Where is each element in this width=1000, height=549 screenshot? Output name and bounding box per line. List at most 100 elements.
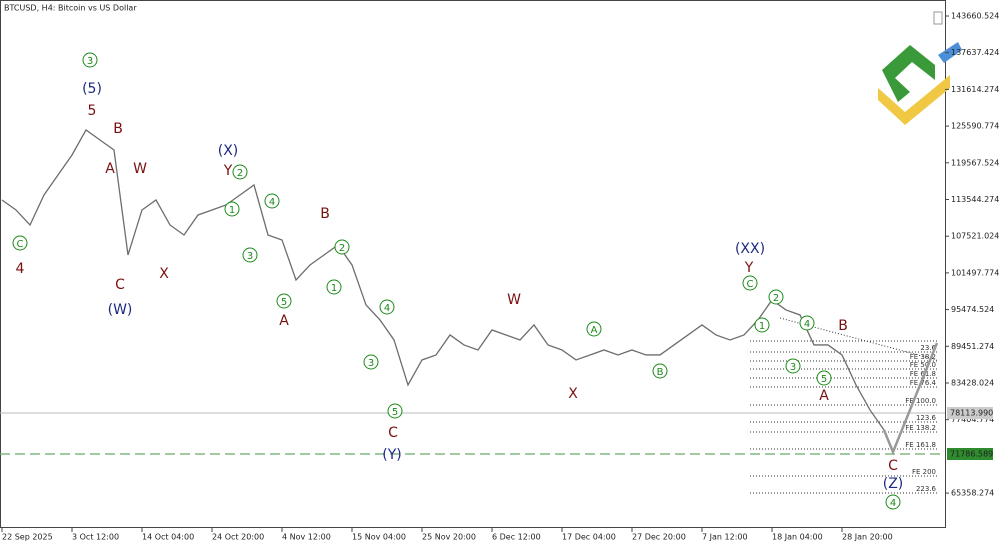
- x-tick-label: 15 Nov 04:00: [352, 533, 406, 542]
- fib-label: FE 61.8: [910, 370, 936, 378]
- wave-circle: [224, 201, 240, 217]
- fib-label: FE 76.4: [910, 379, 937, 387]
- fib-label: FE 50.0: [910, 361, 936, 369]
- wave-circle: [242, 247, 258, 263]
- wave-label: A: [819, 388, 829, 404]
- wave-label: X: [568, 386, 578, 402]
- wave-label: 5: [392, 407, 398, 418]
- y-tick-label: 119567.524: [951, 158, 999, 167]
- wave-label: (X): [218, 143, 239, 159]
- wave-circle: [276, 293, 292, 309]
- fib-label: 223.6: [916, 485, 937, 493]
- wave-label: 2: [339, 243, 345, 254]
- y-tick-label: 83428.024: [951, 378, 994, 387]
- wave-label: 3: [87, 56, 93, 67]
- wave-circle: [586, 321, 602, 337]
- x-tick-label: 27 Dec 20:00: [632, 533, 686, 542]
- wave-label: 4: [16, 261, 25, 277]
- x-tick-label: 6 Dec 12:00: [492, 533, 541, 542]
- wave-label: C: [388, 425, 398, 441]
- x-tick-label: 24 Oct 20:00: [212, 533, 264, 542]
- wave-circle: [754, 317, 770, 333]
- x-tick-label: 18 Jan 04:00: [772, 533, 823, 542]
- wave-label: Y: [744, 260, 754, 276]
- wave-label: (Z): [883, 476, 904, 492]
- wave-label: 5: [281, 297, 287, 308]
- y-tick-label: 95474.524: [951, 305, 994, 314]
- x-tick-label: 25 Nov 20:00: [422, 533, 476, 542]
- price-label-box: [947, 448, 993, 460]
- wave-label: 5: [88, 103, 97, 119]
- fib-label: FE 138.2: [905, 424, 936, 432]
- wave-label: 5: [821, 374, 827, 385]
- y-tick-label: 143660.524: [951, 11, 999, 20]
- wave-circle: [264, 193, 280, 209]
- wave-label: (Y): [382, 447, 401, 463]
- fib-label: 23.6: [920, 344, 936, 352]
- x-tick-label: 17 Dec 04:00: [562, 533, 616, 542]
- wave-label: W: [133, 161, 147, 177]
- wave-label: B: [113, 121, 123, 137]
- wave-circle: [82, 52, 98, 68]
- x-tick-label: 14 Oct 04:00: [142, 533, 194, 542]
- wave-label: C: [115, 277, 125, 293]
- x-tick-label: 3 Oct 12:00: [72, 533, 119, 542]
- wave-label: (5): [82, 81, 102, 97]
- y-tick-label: 89451.274: [951, 342, 994, 351]
- wave-label: A: [279, 313, 289, 329]
- wave-circle: [785, 358, 801, 374]
- wave-circle: [326, 279, 342, 295]
- wave-label: (XX): [735, 241, 765, 257]
- wave-circle: [387, 403, 403, 419]
- wave-label: 3: [368, 358, 374, 369]
- wave-circle: [334, 239, 350, 255]
- x-tick-label: 22 Sep 2025: [2, 533, 53, 542]
- fib-label: 123.6: [916, 414, 937, 422]
- y-tick-label: 101497.774: [951, 268, 999, 277]
- wave-label: 1: [331, 283, 337, 294]
- wave-circle: [885, 494, 901, 510]
- wave-circle: [232, 164, 248, 180]
- wave-label: 2: [237, 168, 243, 179]
- chart-title: BTCUSD, H4: Bitcoin vs US Dollar: [4, 4, 137, 13]
- wave-label: Y: [223, 163, 233, 179]
- y-tick-label: 77404.774: [951, 415, 994, 424]
- wave-label: C: [747, 279, 754, 290]
- price-line: [1, 129, 885, 431]
- fib-label: FE 200: [912, 468, 936, 476]
- wave-circle: [799, 315, 815, 331]
- wave-circle: [12, 235, 28, 251]
- wave-label: A: [591, 325, 598, 336]
- wave-label: 2: [773, 293, 779, 304]
- fib-label: FE 38.2: [910, 353, 936, 361]
- scroll-icon: [933, 11, 943, 25]
- wave-label: 4: [384, 303, 390, 314]
- y-tick-label: 65358.274: [951, 489, 994, 498]
- x-tick-label: 4 Nov 12:00: [282, 533, 331, 542]
- fib-label: FE 161.8: [905, 441, 936, 449]
- price-label: 71786.589: [950, 450, 993, 459]
- wave-circle: [768, 289, 784, 305]
- wave-label: 3: [790, 362, 796, 373]
- wave-label: 4: [269, 197, 275, 208]
- wave-label: B: [320, 206, 330, 222]
- wave-circle: [363, 354, 379, 370]
- price-label: 78113.990: [950, 409, 993, 418]
- y-tick-label: 125590.774: [951, 122, 999, 131]
- y-tick-label: 107521.024: [951, 232, 999, 241]
- wave-circle: [379, 299, 395, 315]
- wave-label: B: [657, 367, 664, 378]
- logo: [878, 42, 962, 125]
- wave-label: (W): [108, 302, 133, 318]
- price-label-box: [947, 407, 993, 419]
- wave-label: A: [105, 161, 115, 177]
- wave-circle: [742, 275, 758, 291]
- projection: [882, 342, 939, 456]
- wave-label: 3: [247, 251, 253, 262]
- wave-label: 4: [890, 498, 896, 509]
- x-tick-label: 28 Jan 20:00: [842, 533, 893, 542]
- wave-circle: [652, 363, 668, 379]
- y-tick-label: 137637.424: [951, 48, 999, 57]
- wave-label: C: [17, 239, 24, 250]
- wave-label: W: [507, 292, 521, 308]
